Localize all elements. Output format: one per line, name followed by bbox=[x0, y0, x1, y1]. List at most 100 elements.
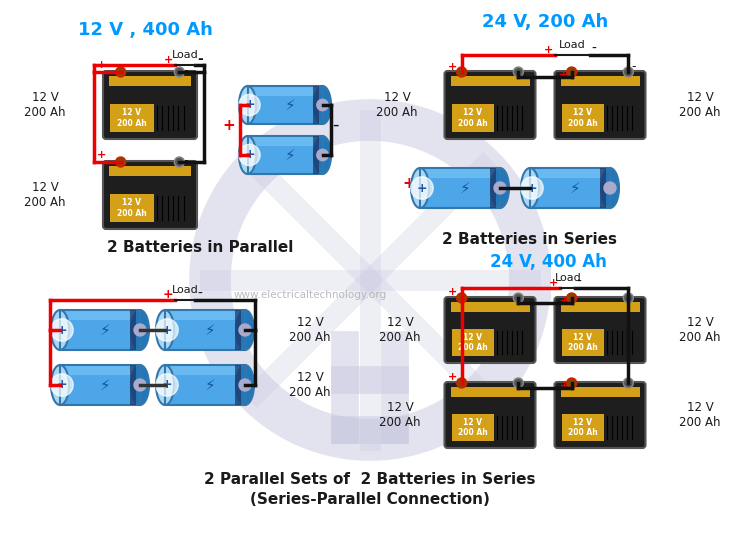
Circle shape bbox=[567, 293, 576, 303]
Text: -: - bbox=[197, 52, 203, 66]
Bar bbox=[313, 86, 319, 124]
Ellipse shape bbox=[314, 86, 331, 124]
Text: ⚡: ⚡ bbox=[285, 98, 296, 113]
Bar bbox=[451, 104, 494, 132]
Bar bbox=[451, 302, 530, 312]
Text: -: - bbox=[631, 60, 636, 73]
Text: +: + bbox=[448, 372, 456, 382]
Ellipse shape bbox=[236, 310, 254, 350]
Bar bbox=[247, 136, 322, 174]
Text: (Series-Parallel Connection): (Series-Parallel Connection) bbox=[250, 493, 490, 508]
Bar bbox=[110, 194, 154, 222]
Circle shape bbox=[117, 68, 124, 75]
Circle shape bbox=[514, 67, 523, 77]
FancyBboxPatch shape bbox=[103, 161, 197, 229]
Ellipse shape bbox=[239, 86, 256, 124]
Text: 12 V
200 Ah: 12 V 200 Ah bbox=[568, 108, 598, 128]
Circle shape bbox=[568, 379, 575, 386]
Circle shape bbox=[567, 67, 576, 77]
Text: Load: Load bbox=[554, 273, 582, 283]
Text: +: + bbox=[544, 45, 553, 55]
Circle shape bbox=[317, 99, 328, 110]
Ellipse shape bbox=[131, 365, 149, 405]
Text: 12 V
200 Ah: 12 V 200 Ah bbox=[379, 401, 421, 429]
Bar bbox=[235, 365, 241, 405]
Circle shape bbox=[515, 68, 522, 75]
Bar bbox=[420, 168, 500, 208]
Circle shape bbox=[156, 319, 178, 341]
Bar bbox=[109, 76, 191, 86]
FancyBboxPatch shape bbox=[445, 71, 536, 139]
FancyBboxPatch shape bbox=[554, 382, 645, 448]
Text: 12 V
200 Ah: 12 V 200 Ah bbox=[458, 418, 488, 437]
Circle shape bbox=[494, 182, 506, 194]
Ellipse shape bbox=[601, 168, 619, 208]
Ellipse shape bbox=[236, 365, 254, 405]
Bar bbox=[247, 136, 322, 174]
Circle shape bbox=[174, 157, 185, 167]
Bar bbox=[560, 76, 639, 86]
Text: +: + bbox=[527, 182, 537, 195]
Ellipse shape bbox=[521, 168, 539, 208]
Circle shape bbox=[623, 67, 634, 77]
Bar bbox=[562, 329, 604, 356]
Text: 12 V
200 Ah: 12 V 200 Ah bbox=[117, 108, 147, 128]
Circle shape bbox=[239, 144, 260, 165]
Bar bbox=[451, 76, 530, 86]
Circle shape bbox=[458, 68, 465, 75]
Bar bbox=[130, 310, 136, 350]
Circle shape bbox=[604, 182, 616, 194]
Bar bbox=[247, 136, 322, 146]
Bar bbox=[451, 387, 530, 397]
Bar bbox=[420, 168, 500, 208]
Text: Load: Load bbox=[172, 50, 199, 60]
Text: 24 V, 400 Ah: 24 V, 400 Ah bbox=[490, 253, 606, 271]
Circle shape bbox=[458, 379, 465, 386]
Bar bbox=[60, 365, 140, 405]
Circle shape bbox=[411, 177, 433, 199]
Text: +: + bbox=[402, 176, 415, 191]
Text: 12 V
200 Ah: 12 V 200 Ah bbox=[379, 316, 421, 344]
Bar bbox=[530, 168, 610, 178]
Bar bbox=[313, 136, 319, 174]
FancyBboxPatch shape bbox=[445, 297, 536, 363]
Text: 24 V, 200 Ah: 24 V, 200 Ah bbox=[482, 13, 608, 31]
Circle shape bbox=[239, 94, 260, 116]
Ellipse shape bbox=[156, 365, 174, 405]
FancyBboxPatch shape bbox=[554, 71, 645, 139]
Text: Load: Load bbox=[172, 285, 199, 295]
Bar bbox=[560, 302, 639, 312]
Circle shape bbox=[116, 67, 126, 77]
Ellipse shape bbox=[491, 168, 509, 208]
Bar bbox=[247, 86, 322, 124]
Text: +: + bbox=[162, 378, 173, 391]
Text: +: + bbox=[57, 323, 67, 336]
Circle shape bbox=[625, 68, 632, 75]
FancyBboxPatch shape bbox=[554, 297, 645, 363]
Bar bbox=[530, 168, 610, 208]
Circle shape bbox=[521, 177, 543, 199]
Bar bbox=[60, 310, 140, 320]
Bar bbox=[130, 365, 136, 405]
Circle shape bbox=[174, 67, 185, 77]
Bar bbox=[560, 387, 639, 397]
Text: 12 V
200 Ah: 12 V 200 Ah bbox=[289, 371, 330, 399]
Bar bbox=[247, 86, 322, 124]
Text: ⚡: ⚡ bbox=[99, 322, 110, 337]
Text: 2 Parallel Sets of  2 Batteries in Series: 2 Parallel Sets of 2 Batteries in Series bbox=[205, 473, 536, 487]
Text: +: + bbox=[162, 323, 173, 336]
Text: +: + bbox=[223, 118, 236, 133]
Circle shape bbox=[623, 378, 634, 388]
Ellipse shape bbox=[51, 365, 69, 405]
Bar bbox=[530, 168, 610, 208]
Circle shape bbox=[456, 67, 467, 77]
Text: +: + bbox=[97, 60, 106, 70]
Text: 12 V
200 Ah: 12 V 200 Ah bbox=[458, 108, 488, 128]
Text: -: - bbox=[333, 116, 339, 134]
Text: 2 Batteries in Parallel: 2 Batteries in Parallel bbox=[107, 240, 293, 255]
Bar bbox=[562, 104, 604, 132]
Text: +: + bbox=[97, 150, 106, 160]
Circle shape bbox=[515, 379, 522, 386]
Text: 12 V
200 Ah: 12 V 200 Ah bbox=[679, 91, 721, 119]
Ellipse shape bbox=[51, 310, 69, 350]
